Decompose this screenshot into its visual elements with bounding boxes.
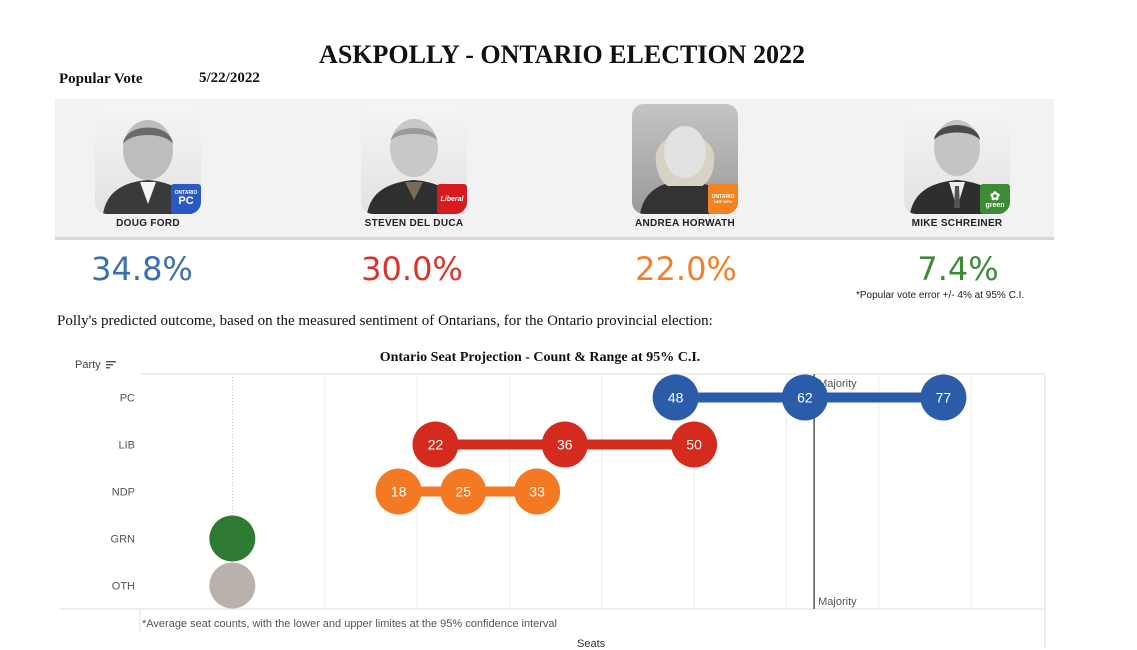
candidate-photo: Liberal	[361, 104, 467, 214]
candidate-name: ANDREA HORWATH	[634, 218, 736, 229]
majority-label-bottom: Majority	[818, 596, 857, 608]
seat-label-pc-high: 77	[936, 390, 952, 406]
seat-point-pc-mid	[781, 374, 828, 421]
vote-share-liberal: 30.0%	[361, 250, 463, 288]
popular-vote-label: Popular Vote	[59, 71, 143, 87]
majority-label-top: Majority	[818, 378, 857, 390]
x-axis-label: Seats	[577, 638, 606, 650]
candidate-photo: ✿ green	[904, 104, 1010, 214]
seat-point-lib-mid	[541, 421, 588, 468]
candidate-name: STEVEN DEL DUCA	[364, 218, 464, 229]
candidate-name: DOUG FORD	[116, 218, 180, 229]
page-title: ASKPOLLY - ONTARIO ELECTION 2022	[319, 40, 805, 69]
green-party-logo-icon: ✿ green	[980, 184, 1010, 214]
candidates-band	[55, 99, 1054, 240]
popular-vote-error-note: *Popular vote error +/- 4% at 95% C.I.	[856, 290, 1025, 301]
candidate-name: MIKE SCHREINER	[911, 218, 1003, 229]
seat-point-ndp-high	[514, 468, 561, 515]
seat-point-lib-high	[671, 421, 718, 468]
liberal-party-logo-icon: Liberal	[437, 184, 467, 214]
seat-label-lib-mid: 36	[557, 437, 573, 453]
y-tick-label-pc: PC	[120, 393, 135, 405]
candidate-photo: ONTARIO NDP·NPD	[632, 104, 738, 214]
seat-label-lib-high: 50	[686, 437, 702, 453]
chart-title: Ontario Seat Projection - Count & Range …	[379, 350, 701, 365]
seat-point-grn	[209, 515, 256, 562]
outcome-text: Polly's predicted outcome, based on the …	[57, 313, 713, 329]
pc-party-logo-icon: ONTARIO PC	[171, 184, 201, 214]
person-silhouette-icon	[640, 126, 730, 214]
seat-point-ndp-low	[375, 468, 422, 515]
candidate-card-ford: ONTARIO PC DOUG FORD	[48, 104, 248, 229]
seat-point-pc-low	[652, 374, 699, 421]
vote-share-pc: 34.8%	[91, 250, 193, 288]
vote-share-ndp: 22.0%	[635, 250, 737, 288]
seat-point-pc-high	[920, 374, 967, 421]
seat-point-lib-low	[412, 421, 459, 468]
y-tick-label-grn: GRN	[111, 534, 136, 546]
seat-label-ndp-mid: 25	[455, 484, 471, 500]
seat-label-ndp-low: 18	[391, 484, 407, 500]
vote-share-green: 7.4%	[917, 250, 999, 288]
seat-label-lib-low: 22	[428, 437, 444, 453]
party-column-header[interactable]: Party	[75, 359, 116, 371]
sort-icon[interactable]	[105, 361, 116, 369]
ndp-party-logo-icon: ONTARIO NDP·NPD	[708, 184, 738, 214]
y-tick-label-ndp: NDP	[112, 487, 135, 499]
seat-label-pc-low: 48	[668, 390, 684, 406]
candidate-card-del-duca: Liberal STEVEN DEL DUCA	[314, 104, 514, 229]
y-tick-label-oth: OTH	[112, 581, 135, 593]
person-silhouette-icon	[103, 120, 193, 214]
seat-point-oth	[209, 562, 256, 609]
candidate-card-schreiner: ✿ green MIKE SCHREINER	[857, 104, 1057, 229]
seat-point-ndp-mid	[440, 468, 487, 515]
seat-label-pc-mid: 62	[797, 390, 813, 406]
candidate-photo: ONTARIO PC	[95, 104, 201, 214]
y-tick-label-lib: LIB	[118, 440, 135, 452]
seat-label-ndp-high: 33	[529, 484, 545, 500]
chart-footnote: *Average seat counts, with the lower and…	[142, 618, 557, 630]
candidate-card-horwath: ONTARIO NDP·NPD ANDREA HORWATH	[585, 104, 785, 229]
poll-date: 5/22/2022	[199, 70, 260, 86]
